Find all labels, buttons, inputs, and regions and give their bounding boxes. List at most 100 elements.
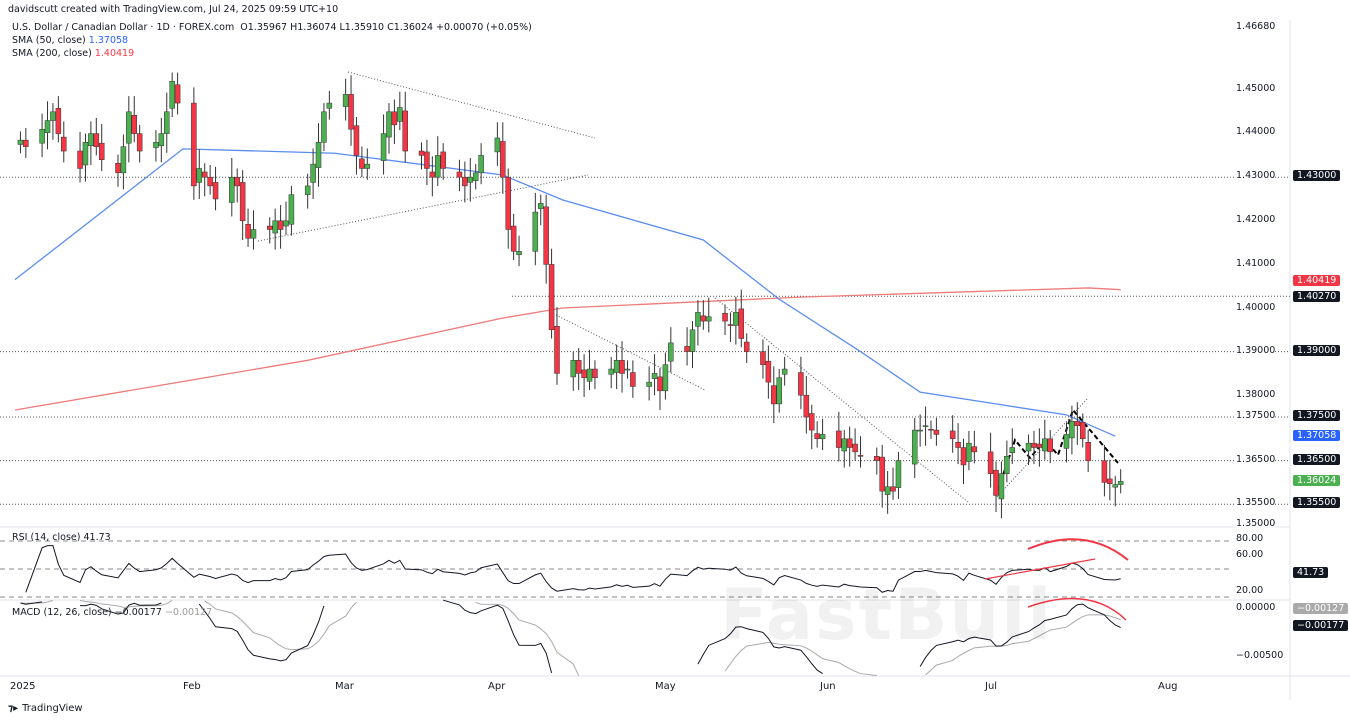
candle-up	[966, 442, 972, 462]
candle-up	[1009, 447, 1016, 454]
candle-down	[234, 176, 240, 187]
legend-rsi[interactable]: RSI (14, close) 41.73	[12, 532, 111, 544]
candle-up	[321, 111, 327, 143]
price-tick: 1.46680	[1236, 21, 1276, 32]
symbol-name[interactable]: U.S. Dollar / Canadian Dollar · 1D · FOR…	[12, 22, 235, 33]
candle-down	[456, 171, 463, 178]
legend-sma50[interactable]: SMA (50, close) 1.37058	[12, 35, 128, 47]
candle-down	[77, 150, 83, 169]
candle-down	[348, 94, 354, 130]
candle-up	[39, 128, 45, 144]
candle-up	[17, 139, 24, 145]
tradingview-logo[interactable]: ⁊▸ TradingView	[8, 703, 83, 715]
time-label: May	[655, 681, 676, 692]
candle-up	[467, 176, 474, 183]
legend-sma200[interactable]: SMA (200, close) 1.40419	[12, 48, 134, 60]
price-tick: 1.38000	[1236, 389, 1276, 400]
candle-up	[895, 460, 902, 488]
candle-up	[733, 312, 739, 326]
candle-up	[364, 163, 371, 169]
macd-label: MACD (12, 26, close)	[12, 607, 112, 618]
candle-up	[516, 251, 522, 256]
candle-up	[1069, 421, 1075, 439]
rsi-line	[25, 545, 1121, 593]
candle-up	[689, 329, 696, 352]
candle-down	[955, 442, 961, 448]
candle-down	[245, 224, 251, 239]
candle-up	[397, 107, 403, 122]
candle-up	[1004, 455, 1010, 474]
candle-down	[207, 176, 213, 187]
candle-up	[1063, 434, 1070, 449]
time-label: Jun	[820, 681, 836, 692]
macd-tick: −0.00500	[1236, 650, 1284, 661]
candle-up	[250, 229, 257, 239]
macd-signal-line	[79, 599, 173, 608]
time-label: Feb	[183, 681, 201, 692]
time-label: Aug	[1158, 681, 1178, 692]
candle-down	[212, 182, 219, 200]
candle-down	[440, 151, 446, 169]
candle-up	[662, 364, 669, 392]
candle-down	[727, 324, 734, 326]
price-label-current: 1.36024	[1293, 475, 1341, 486]
rsi-label: RSI (14, close)	[12, 532, 81, 543]
candle-down	[1036, 443, 1043, 448]
macd-line	[919, 603, 1121, 667]
candle-down	[987, 451, 994, 474]
candle-up	[229, 176, 235, 203]
candle-down	[846, 438, 853, 448]
time-label: 2025	[10, 681, 36, 692]
candle-down	[1031, 442, 1037, 448]
candle-down	[201, 171, 208, 178]
candle-down	[857, 455, 864, 457]
candle-up	[819, 434, 826, 440]
candle-down	[1085, 442, 1091, 461]
candle-down	[798, 372, 804, 396]
candle-up	[310, 163, 316, 183]
sma50-line	[14, 148, 1116, 437]
credit-text: davidscutt created with TradingView.com,…	[8, 4, 339, 15]
candle-down	[890, 486, 896, 492]
macd-signal-line	[204, 600, 357, 651]
price-label-level: 1.36500	[1293, 454, 1341, 465]
candle-up	[608, 368, 614, 375]
fastbull-watermark: FastBull	[720, 574, 1054, 656]
candle-up	[196, 168, 203, 183]
candle-down	[61, 136, 67, 152]
price-tick: 1.40000	[1236, 302, 1276, 313]
rsi-trend-annotation	[984, 558, 1096, 580]
candle-up	[646, 381, 652, 387]
price-tick: 1.35000	[1236, 518, 1276, 529]
candle-up	[695, 312, 701, 327]
macd-line	[443, 599, 553, 674]
candle-down	[814, 433, 820, 440]
candle-down	[949, 430, 956, 440]
candle-down	[115, 162, 121, 174]
candle-down	[1047, 438, 1053, 453]
candle-up	[169, 81, 175, 109]
macd-arrow-annotation	[1027, 597, 1127, 621]
candle-down	[575, 360, 582, 374]
candle-down	[429, 171, 436, 178]
candle-down	[23, 139, 29, 147]
legend-macd[interactable]: MACD (12, 26, close) −0.00177 −0.00127	[12, 607, 212, 619]
candle-down	[743, 341, 750, 352]
price-tick: 1.36500	[1236, 454, 1276, 465]
candle-down	[803, 394, 810, 418]
candle-down	[266, 225, 273, 230]
candle-up	[82, 142, 89, 166]
candle-down	[505, 176, 511, 230]
candle-up	[781, 368, 788, 375]
candle-up	[624, 368, 631, 371]
candle-up	[50, 111, 56, 121]
price-label-sma200: 1.40419	[1293, 275, 1341, 286]
candle-down	[548, 264, 555, 331]
candle-up	[668, 342, 674, 362]
price-tick: 1.44000	[1236, 126, 1276, 137]
candle-down	[738, 308, 745, 339]
price-tick: 1.45000	[1236, 83, 1276, 94]
candle-up	[570, 360, 577, 378]
macd-line	[198, 603, 325, 662]
